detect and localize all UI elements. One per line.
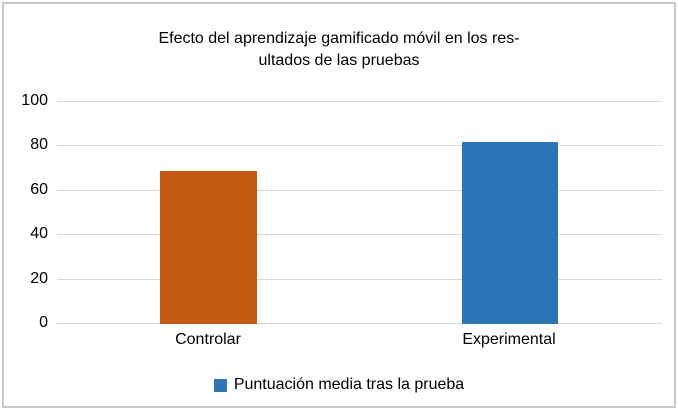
chart-title-line1: Efecto del aprendizaje gamificado móvil …: [158, 30, 520, 47]
category-label-controlar: Controlar: [175, 331, 241, 348]
gridline-40: [57, 234, 662, 236]
y-tick-label-40: 40: [30, 225, 48, 243]
category-label-experimental: Experimental: [462, 331, 556, 348]
plot-area: [57, 101, 662, 324]
legend: Puntuación media tras la prueba: [0, 376, 678, 394]
gridline-20: [57, 278, 662, 280]
y-tick-label-0: 0: [39, 314, 48, 331]
legend-marker-square: [213, 378, 227, 392]
y-tick-label-20: 20: [30, 269, 48, 287]
y-tick-label-100: 100: [21, 92, 48, 109]
y-tick-label-80: 80: [30, 136, 48, 154]
bar-experimental: [462, 142, 558, 324]
chart-title-line2: ultados de las pruebas: [258, 52, 420, 69]
bar-controlar: [160, 171, 257, 324]
y-tick-label-60: 60: [30, 180, 48, 198]
gridline-80: [57, 145, 662, 147]
gridline-60: [57, 189, 662, 191]
legend-label: Puntuación media tras la prueba: [233, 376, 465, 393]
gridline-0: [57, 323, 662, 324]
chart-title: Efecto del aprendizaje gamificado móvil …: [0, 28, 678, 72]
gridline-100: [57, 101, 662, 102]
